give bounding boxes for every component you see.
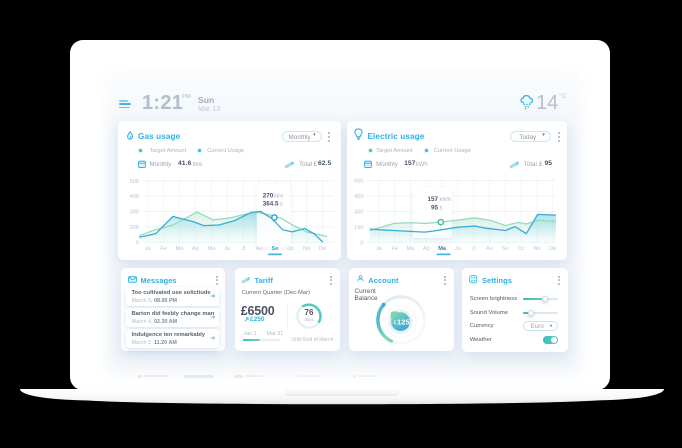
svg-text:300: 300 (354, 210, 363, 216)
svg-text:Ju: Ju (224, 246, 230, 252)
svg-text:Au: Au (256, 246, 263, 252)
svg-text:Au: Au (486, 246, 493, 252)
svg-text:Ju: Ju (454, 246, 460, 252)
svg-text:300: 300 (130, 210, 139, 216)
svg-text:Oc: Oc (517, 246, 524, 252)
svg-text:Ja: Ja (375, 246, 382, 252)
svg-text:Ma: Ma (406, 246, 415, 252)
svg-text:0: 0 (360, 241, 363, 247)
svg-text:Fe: Fe (391, 246, 398, 252)
svg-text:157: 157 (427, 196, 438, 203)
svg-text:364.5: 364.5 (263, 201, 279, 208)
svg-text:125: 125 (397, 317, 410, 326)
svg-text:Ap: Ap (422, 246, 429, 252)
svg-text:Jl: Jl (471, 246, 475, 252)
svg-text:litre: litre (274, 194, 283, 200)
svg-text:200: 200 (130, 225, 139, 231)
svg-text:Ma: Ma (207, 246, 216, 252)
svg-text:No: No (533, 246, 540, 252)
svg-text:Ma: Ma (176, 246, 185, 252)
svg-text:£: £ (394, 320, 397, 326)
svg-text:600: 600 (354, 179, 363, 185)
svg-text:0: 0 (136, 241, 139, 247)
svg-text:Ap: Ap (192, 246, 199, 252)
svg-text:£: £ (280, 202, 284, 208)
svg-text:450: 450 (354, 194, 363, 200)
svg-text:kWh: kWh (439, 197, 451, 203)
svg-text:De: De (549, 246, 556, 252)
svg-text:Se: Se (501, 246, 508, 252)
svg-text:Ma: Ma (438, 246, 447, 252)
svg-text:Se: Se (271, 246, 278, 252)
svg-text:No: No (303, 246, 310, 252)
svg-text:Fe: Fe (160, 246, 167, 252)
svg-text:De: De (319, 246, 326, 252)
svg-text:270: 270 (263, 193, 274, 200)
svg-text:400: 400 (130, 194, 139, 200)
svg-text:£: £ (439, 206, 443, 212)
svg-text:Ja: Ja (145, 246, 152, 252)
svg-text:Jl: Jl (241, 246, 245, 252)
svg-text:95: 95 (431, 205, 439, 212)
svg-text:500: 500 (130, 179, 139, 185)
svg-text:150: 150 (354, 225, 363, 231)
svg-text:Oc: Oc (287, 246, 294, 252)
